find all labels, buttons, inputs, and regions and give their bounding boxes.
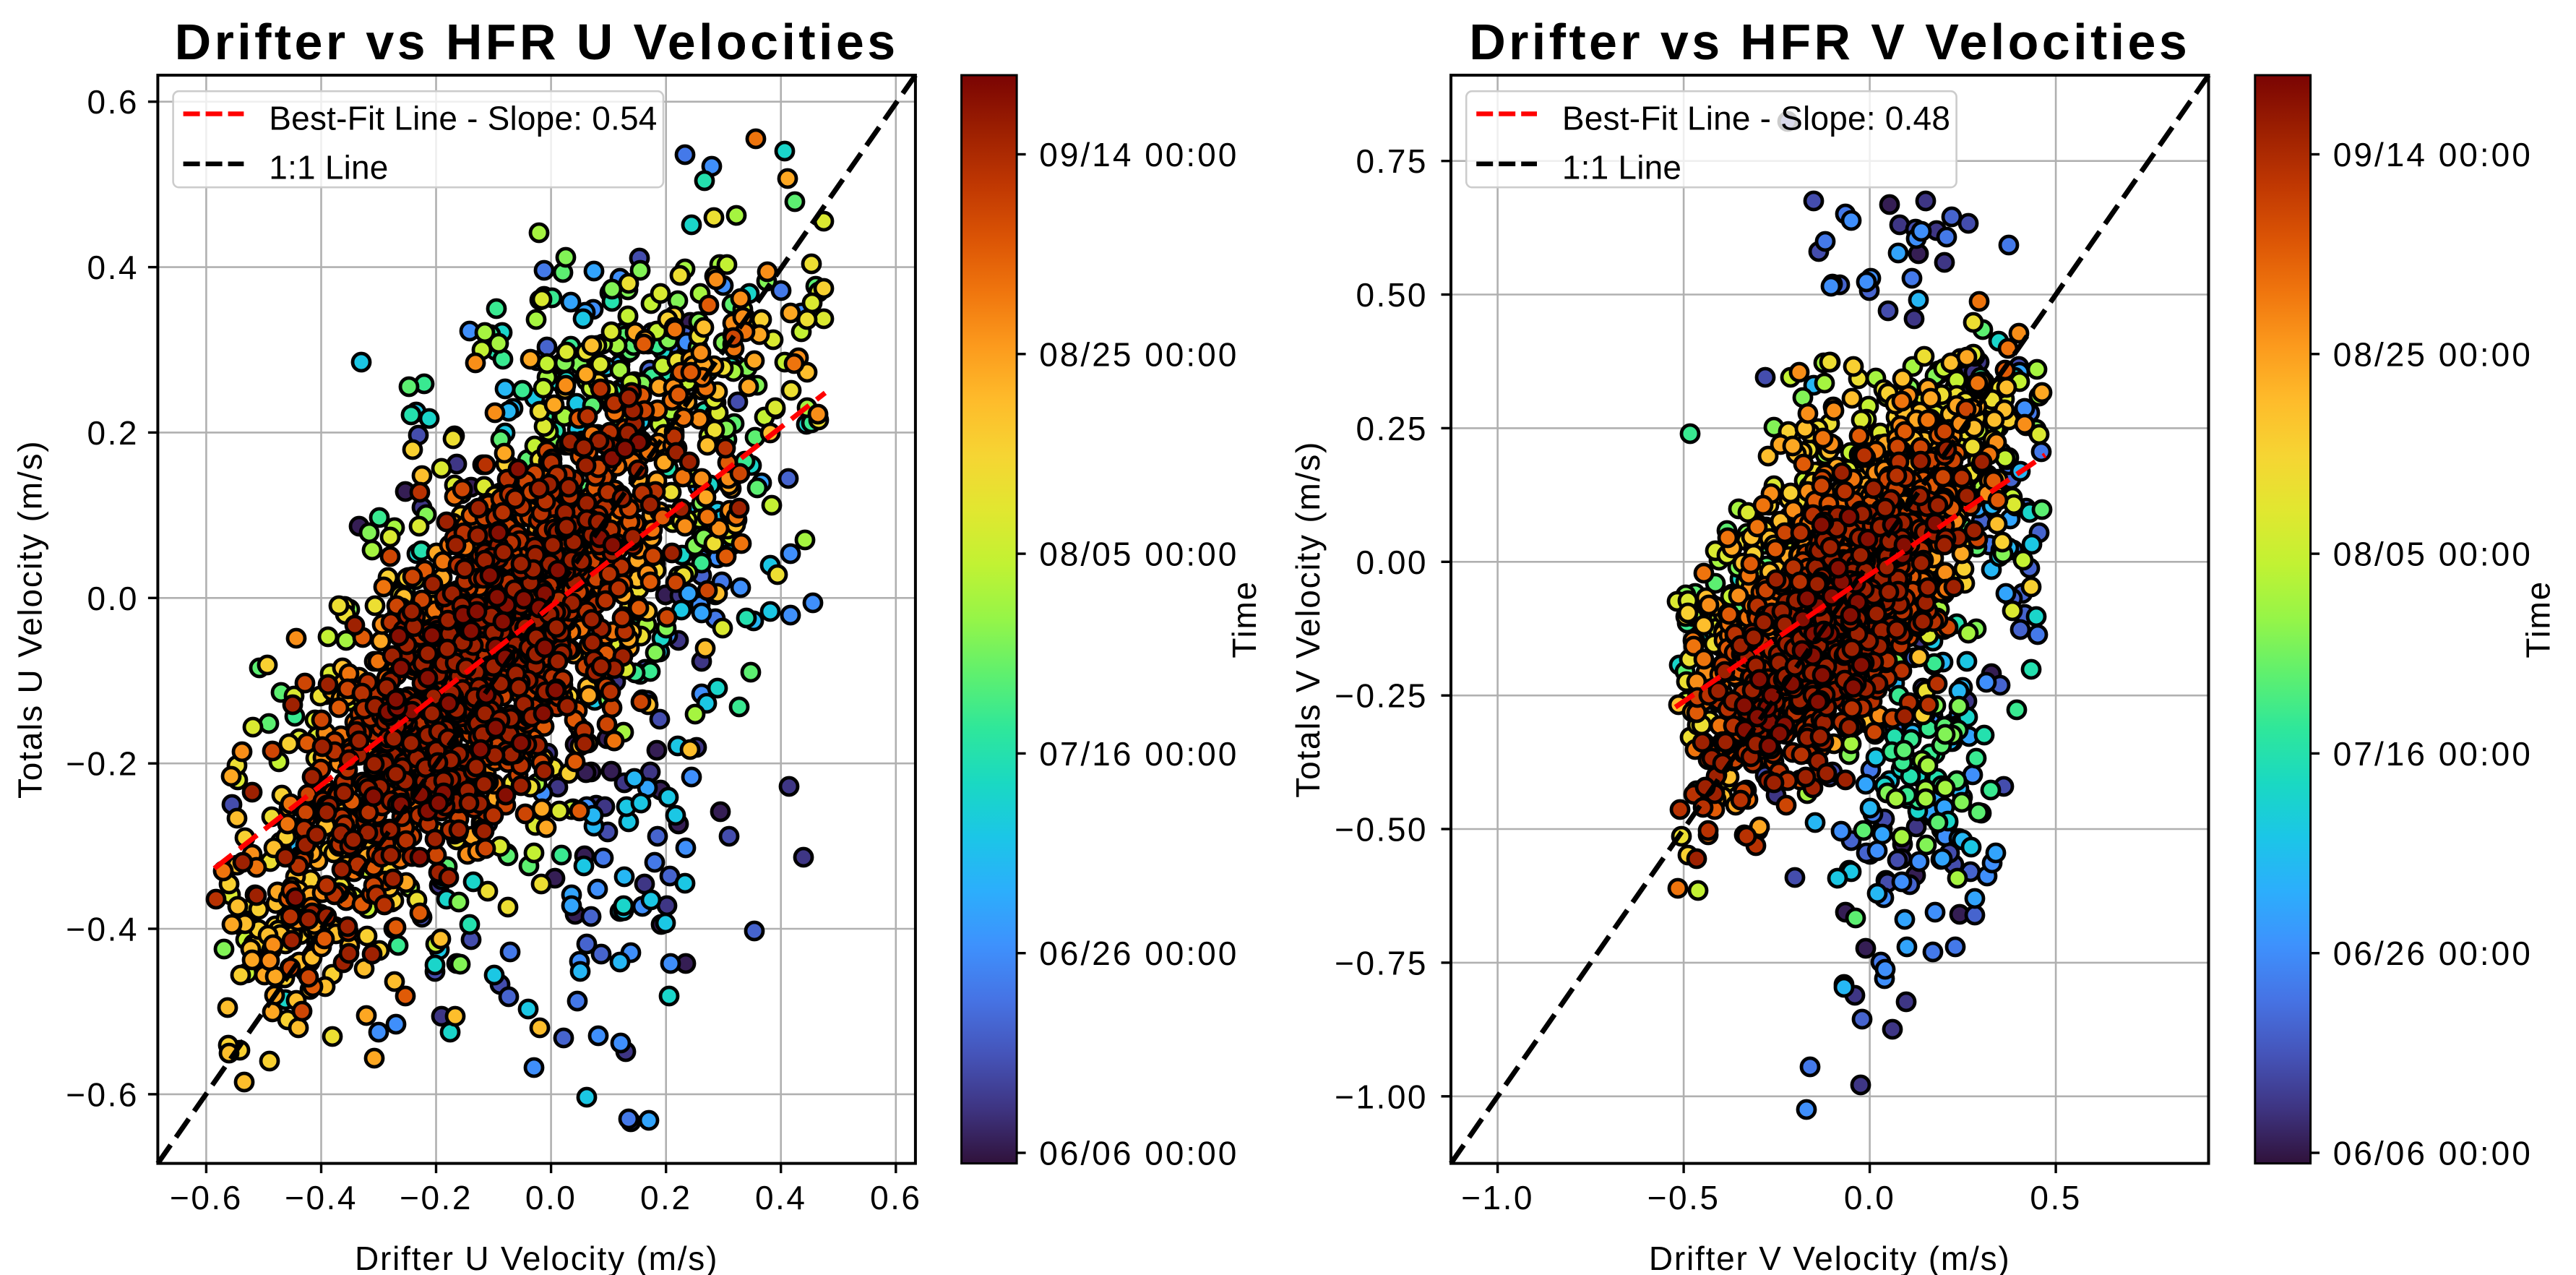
svg-text:08/25 00:00: 08/25 00:00 bbox=[2333, 335, 2533, 373]
svg-text:Best-Fit Line - Slope: 0.48: Best-Fit Line - Slope: 0.48 bbox=[1562, 99, 1950, 137]
svg-text:Time: Time bbox=[2520, 580, 2557, 658]
svg-text:−0.6: −0.6 bbox=[170, 1179, 243, 1216]
svg-text:−0.2: −0.2 bbox=[400, 1179, 473, 1216]
svg-text:Drifter V Velocity (m/s): Drifter V Velocity (m/s) bbox=[1649, 1240, 2011, 1275]
svg-text:06/26 00:00: 06/26 00:00 bbox=[1039, 935, 1239, 972]
svg-text:09/14 00:00: 09/14 00:00 bbox=[2333, 136, 2533, 173]
svg-text:06/06 00:00: 06/06 00:00 bbox=[1039, 1135, 1239, 1172]
svg-text:0.5: 0.5 bbox=[2030, 1179, 2081, 1216]
svg-text:0.2: 0.2 bbox=[87, 414, 139, 452]
svg-text:0.4: 0.4 bbox=[87, 249, 139, 286]
svg-text:0.75: 0.75 bbox=[1356, 142, 1428, 180]
svg-text:07/16 00:00: 07/16 00:00 bbox=[2333, 735, 2533, 773]
svg-text:0.4: 0.4 bbox=[755, 1179, 806, 1216]
svg-text:Drifter vs HFR V Velocities: Drifter vs HFR V Velocities bbox=[1469, 14, 2190, 70]
svg-text:0.0: 0.0 bbox=[525, 1179, 577, 1216]
svg-text:Totals U Velocity (m/s): Totals U Velocity (m/s) bbox=[12, 440, 49, 799]
svg-text:06/06 00:00: 06/06 00:00 bbox=[2333, 1135, 2533, 1172]
svg-text:−0.5: −0.5 bbox=[1647, 1179, 1720, 1216]
svg-text:−0.2: −0.2 bbox=[66, 745, 139, 783]
svg-text:0.00: 0.00 bbox=[1356, 544, 1428, 581]
svg-text:08/25 00:00: 08/25 00:00 bbox=[1039, 335, 1239, 373]
svg-text:08/05 00:00: 08/05 00:00 bbox=[1039, 536, 1239, 573]
svg-text:1:1 Line: 1:1 Line bbox=[269, 148, 388, 186]
svg-text:0.6: 0.6 bbox=[87, 83, 139, 121]
svg-text:0.0: 0.0 bbox=[1844, 1179, 1895, 1216]
svg-text:1:1 Line: 1:1 Line bbox=[1562, 148, 1681, 186]
svg-text:Drifter U Velocity (m/s): Drifter U Velocity (m/s) bbox=[355, 1240, 718, 1275]
svg-text:Totals V Velocity (m/s): Totals V Velocity (m/s) bbox=[1289, 441, 1327, 798]
svg-text:0.0: 0.0 bbox=[87, 580, 139, 617]
svg-text:Drifter vs HFR U Velocities: Drifter vs HFR U Velocities bbox=[175, 14, 899, 70]
svg-text:0.2: 0.2 bbox=[640, 1179, 692, 1216]
svg-text:0.25: 0.25 bbox=[1356, 410, 1428, 447]
svg-text:−1.0: −1.0 bbox=[1461, 1179, 1534, 1216]
svg-text:06/26 00:00: 06/26 00:00 bbox=[2333, 935, 2533, 972]
svg-text:−0.25: −0.25 bbox=[1335, 677, 1428, 715]
svg-text:07/16 00:00: 07/16 00:00 bbox=[1039, 735, 1239, 773]
svg-text:09/14 00:00: 09/14 00:00 bbox=[1039, 136, 1239, 173]
svg-text:08/05 00:00: 08/05 00:00 bbox=[2333, 536, 2533, 573]
svg-text:−0.50: −0.50 bbox=[1335, 811, 1428, 849]
svg-text:Time: Time bbox=[1225, 580, 1263, 658]
svg-text:−1.00: −1.00 bbox=[1335, 1078, 1428, 1115]
svg-text:−0.75: −0.75 bbox=[1335, 944, 1428, 982]
svg-text:Best-Fit Line - Slope: 0.54: Best-Fit Line - Slope: 0.54 bbox=[269, 99, 657, 137]
svg-text:0.6: 0.6 bbox=[870, 1179, 921, 1216]
svg-text:−0.4: −0.4 bbox=[285, 1179, 358, 1216]
svg-text:−0.6: −0.6 bbox=[66, 1076, 139, 1113]
svg-text:0.50: 0.50 bbox=[1356, 276, 1428, 314]
svg-text:−0.4: −0.4 bbox=[66, 911, 139, 948]
